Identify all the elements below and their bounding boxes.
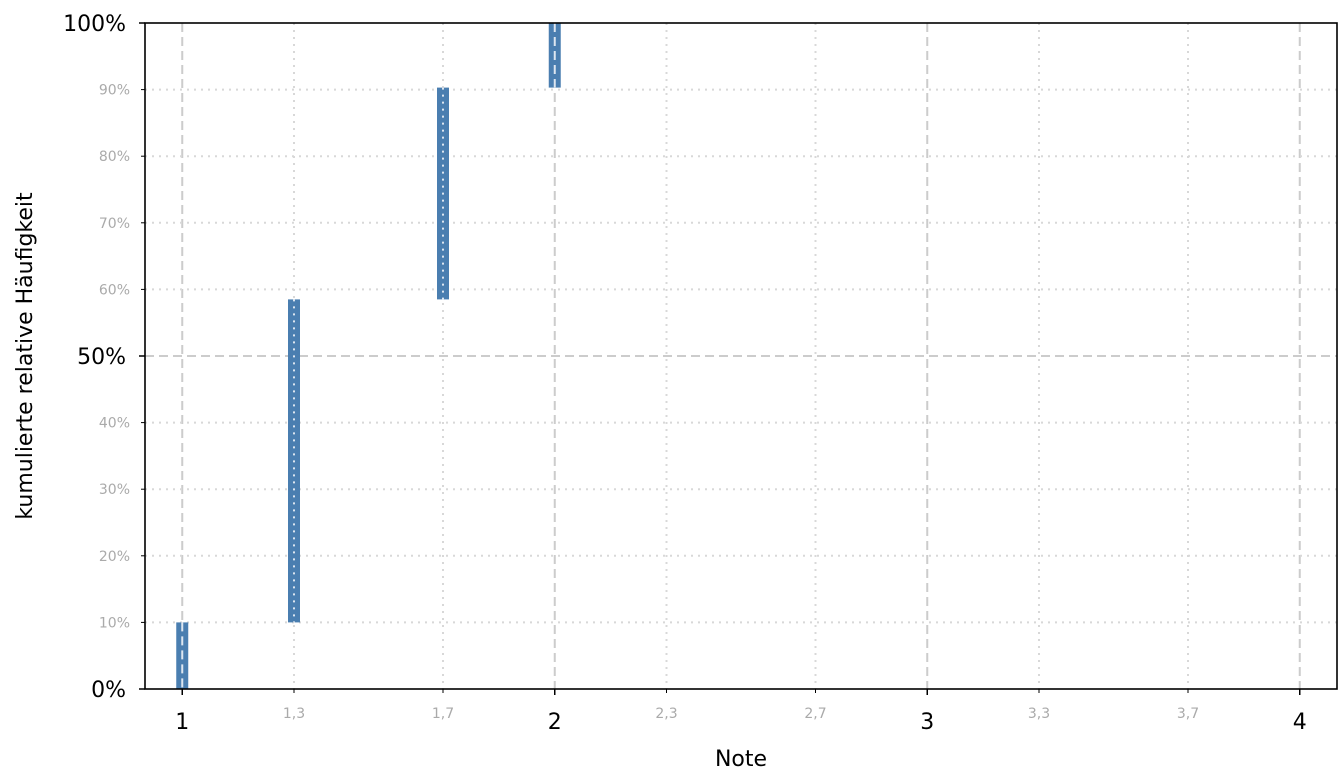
tick-layer: 1 2 3 4 1,3 1,7 2,3 2,7 3,3 3,7 0% 50% 100% 10% 20% 30%… <box>63 12 1307 735</box>
y-major-tick-label: 100% <box>63 12 126 37</box>
x-major-tick-label: 2 <box>548 710 562 735</box>
y-minor-tick-label: 90% <box>99 83 130 99</box>
y-major-tick-label: 50% <box>77 345 126 370</box>
x-major-tick-label: 3 <box>920 710 934 735</box>
y-axis-label: kumulierte relative Häufigkeit <box>13 192 38 520</box>
x-major-tick-label: 4 <box>1293 710 1307 735</box>
x-minor-tick-label: 1,7 <box>432 706 454 722</box>
y-minor-tick-label: 10% <box>99 615 130 631</box>
x-axis-label: Note <box>715 747 767 772</box>
x-minor-tick-label: 3,7 <box>1177 706 1199 722</box>
y-minor-tick-label: 80% <box>99 149 130 165</box>
y-major-tick-label: 0% <box>91 678 126 703</box>
y-minor-tick-label: 40% <box>99 416 130 432</box>
y-minor-tick-label: 20% <box>99 549 130 565</box>
x-major-tick-label: 1 <box>175 710 189 735</box>
x-minor-tick-label: 2,3 <box>655 706 677 722</box>
y-minor-tick-label: 70% <box>99 216 130 232</box>
grid-layer <box>145 23 1337 689</box>
overlay-layer <box>181 23 556 689</box>
y-minor-tick-label: 30% <box>99 482 130 498</box>
x-minor-tick-label: 3,3 <box>1028 706 1050 722</box>
x-minor-tick-label: 1,3 <box>283 706 305 722</box>
y-minor-tick-label: 60% <box>99 282 130 298</box>
x-minor-tick-label: 2,7 <box>804 706 826 722</box>
